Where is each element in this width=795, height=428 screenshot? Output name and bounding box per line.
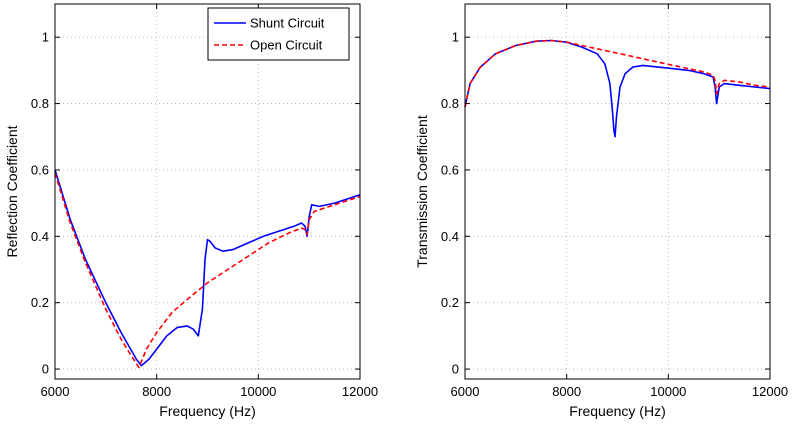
chart-1-plot-area (55, 4, 360, 379)
chart-2-xtick-label-3: 12000 (752, 384, 788, 399)
chart-1: 6000 8000 10000 12000 0 0.2 0.4 0.6 0.8 1 Frequenc… (4, 3, 378, 419)
chart-1-ytick-label-0: 0 (42, 362, 49, 377)
chart-2-plot-area (465, 4, 770, 379)
chart-2-ytick-label-4: 0.8 (441, 96, 459, 111)
chart-2-ytick-label-0: 0 (452, 362, 459, 377)
chart-1-ytick-label-4: 0.8 (31, 96, 49, 111)
chart-1-legend-box (207, 7, 350, 61)
chart-2-ytick-label-2: 0.4 (441, 229, 459, 244)
chart-1-axes-box (54, 3, 361, 380)
chart-2-series-2-line (464, 39, 771, 108)
chart-1-ytick-label-1: 0.2 (31, 295, 49, 310)
chart-2-ylabel: Transmission Coefficient (414, 115, 430, 268)
chart-1-ytick-label-2: 0.4 (31, 229, 49, 244)
chart-1-ylabel: Reflection Coefficient (4, 125, 20, 257)
chart-2-xtick-label-1: 8000 (552, 384, 581, 399)
chart-1-ytick-label-3: 0.6 (31, 162, 49, 177)
chart-2-xtick-label-2: 10000 (650, 384, 686, 399)
chart-1-series-2-line (54, 172, 361, 369)
chart-2-ytick-label-3: 0.6 (441, 162, 459, 177)
chart-1-xlabel: Frequency (Hz) (159, 403, 255, 419)
chart-1-xtick-label-2: 10000 (240, 384, 276, 399)
chart-1-legend-label-2: Open Circuit (250, 38, 323, 53)
chart-2-ytick-label-5: 1 (452, 30, 459, 45)
chart-1-xtick-label-3: 12000 (342, 384, 378, 399)
chart-2-xlabel: Frequency (Hz) (569, 403, 665, 419)
chart-1-legend: Shunt Circuit Open Circuit (207, 7, 350, 61)
chart-1-legend-label-1: Shunt Circuit (250, 16, 325, 31)
chart-2-ytick-label-1: 0.2 (441, 295, 459, 310)
chart-1-ytick-label-5: 1 (42, 30, 49, 45)
chart-1-xtick-label-0: 6000 (41, 384, 70, 399)
chart-2: 6000 8000 10000 12000 0 0.2 0.4 0.6 0.8 1 Frequenc… (414, 3, 788, 419)
chart-2-xtick-label-0: 6000 (451, 384, 480, 399)
chart-2-axes-box (464, 3, 771, 380)
chart-1-xtick-label-1: 8000 (142, 384, 171, 399)
